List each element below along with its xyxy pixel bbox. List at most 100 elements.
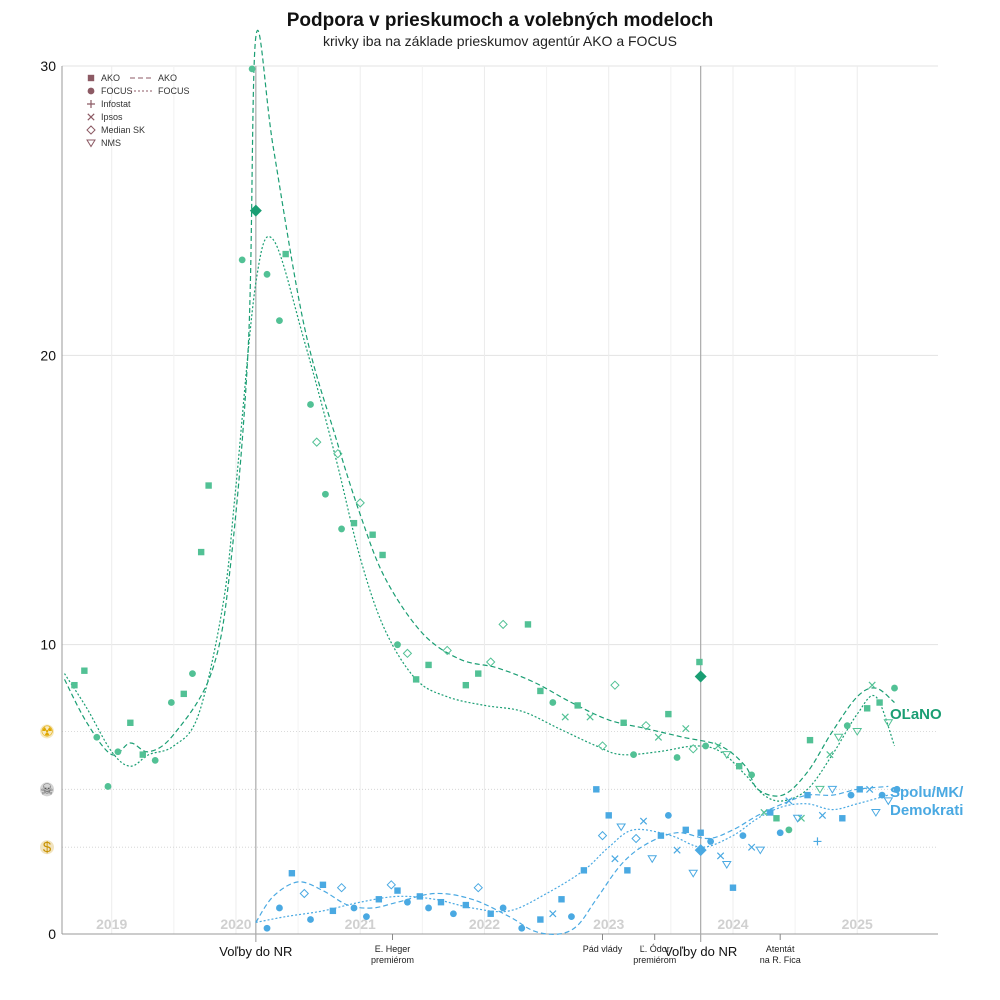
- olano-poll-point: [394, 641, 401, 649]
- spolu-poll-point: [336, 882, 347, 893]
- olano-poll-point: [785, 826, 793, 834]
- olano-poll-point: [205, 482, 212, 489]
- spolu-poll-point: [716, 852, 725, 860]
- event-label: Atentát: [766, 944, 795, 954]
- legend: AKO FOCUS Infostat Ipsos Median SK NMS AKO FOCU…: [86, 73, 190, 148]
- olano-poll-point: [282, 250, 289, 258]
- spolu-poll-point: [739, 832, 747, 840]
- olano-poll-point: [312, 437, 322, 447]
- spolu-poll-point: [813, 837, 822, 846]
- spolu-poll-point: [893, 785, 901, 793]
- spolu-poll-point: [425, 904, 432, 912]
- spolu-poll-point: [827, 785, 838, 794]
- spolu-poll-point: [647, 855, 658, 864]
- olano-poll-point: [248, 65, 256, 73]
- olano-poll-point: [379, 551, 386, 559]
- spolu-poll-point: [386, 880, 396, 890]
- legend-curve-label: AKO: [158, 73, 177, 83]
- legend-label: AKO: [101, 73, 120, 83]
- spolu-poll-point: [856, 786, 863, 793]
- spolu-election-result: [694, 844, 707, 857]
- reference-lines: ☢ ☠ $: [40, 723, 938, 856]
- olano-poll-point: [630, 751, 637, 759]
- spolu-poll-point: [611, 855, 619, 863]
- spolu-poll-point: [404, 898, 411, 906]
- spolu-poll-point: [729, 884, 737, 891]
- olano-ako-curve: [63, 29, 895, 797]
- axes: 0 10 20 30: [40, 58, 938, 942]
- olano-poll-point: [797, 814, 805, 822]
- y-tick-label: 30: [40, 58, 56, 74]
- spolu-poll-point: [263, 924, 271, 932]
- spolu-poll-point: [688, 869, 699, 878]
- spolu-poll-point: [755, 846, 766, 855]
- olano-poll-point: [238, 256, 246, 264]
- legend-label: Ipsos: [101, 112, 123, 122]
- olano-poll-point: [322, 490, 329, 498]
- olano-poll-point: [696, 658, 703, 666]
- olano-poll-point: [549, 699, 557, 706]
- olano-poll-point: [127, 719, 134, 726]
- spolu-poll-point: [394, 887, 401, 894]
- spolu-poll-point: [375, 896, 383, 903]
- spolu-poll-point: [839, 815, 846, 822]
- olano-poll-point: [442, 645, 452, 656]
- spolu-poll-point: [657, 832, 665, 839]
- olano-poll-point: [369, 531, 376, 538]
- spolu-poll-point: [767, 809, 774, 816]
- election-results: [249, 204, 707, 857]
- year-label: 2021: [345, 916, 376, 932]
- skull-icon-glyph: ☠: [40, 781, 53, 798]
- olano-poll-point: [167, 699, 175, 706]
- spolu-poll-point: [697, 829, 704, 836]
- olano-poll-point: [189, 670, 196, 677]
- spolu-poll-point: [299, 888, 310, 899]
- year-label: 2023: [593, 916, 624, 932]
- olano-poll-point: [151, 757, 159, 764]
- olano-poll-point: [748, 771, 756, 779]
- olano-poll-point: [104, 783, 112, 790]
- olano-poll-point: [815, 785, 825, 794]
- olano-election-result: [694, 670, 707, 683]
- legend-marker: [87, 113, 95, 121]
- legend-label: Infostat: [101, 99, 131, 109]
- olano-poll-point: [620, 719, 627, 726]
- spolu-poll-point: [878, 791, 886, 799]
- trend-curves: [63, 29, 896, 935]
- olano-poll-point: [773, 815, 780, 822]
- olano-poll-point: [276, 317, 283, 325]
- olano-poll-point: [93, 733, 101, 741]
- spolu-poll-point: [549, 910, 557, 918]
- skull-icon: [40, 782, 54, 797]
- spolu-poll-point: [288, 870, 296, 877]
- olano-poll-point: [524, 621, 532, 628]
- series-label-spolu-line1: Spolu/MK/: [890, 784, 964, 801]
- olano-poll-point: [307, 401, 314, 408]
- spolu-poll-point: [580, 867, 588, 874]
- spolu-poll-point: [437, 898, 445, 906]
- spolu-poll-point: [537, 916, 544, 923]
- spolu-poll-point: [785, 797, 793, 805]
- spolu-poll-point: [350, 904, 358, 912]
- olano-poll-point: [876, 699, 883, 706]
- olano-poll-point: [197, 548, 205, 556]
- spolu-poll-point: [776, 829, 784, 837]
- olano-poll-point: [863, 705, 871, 712]
- olano-poll-point: [868, 681, 876, 689]
- radioactive-icon: [40, 724, 54, 739]
- olano-poll-point: [338, 525, 345, 533]
- legend-label: Median SK: [101, 125, 145, 135]
- y-tick-label: 20: [40, 347, 56, 363]
- spolu-poll-point: [673, 846, 681, 854]
- olano-poll-point: [586, 713, 594, 721]
- spolu-poll-point: [847, 791, 855, 799]
- olano-poll-point: [537, 687, 544, 695]
- spolu-poll-point: [616, 823, 627, 832]
- spolu-poll-point: [473, 882, 483, 893]
- spolu-poll-point: [707, 838, 715, 845]
- year-label: 2024: [717, 916, 748, 932]
- spolu-poll-point: [747, 843, 756, 851]
- olano-poll-point: [826, 750, 834, 759]
- spolu-poll-point: [631, 833, 641, 844]
